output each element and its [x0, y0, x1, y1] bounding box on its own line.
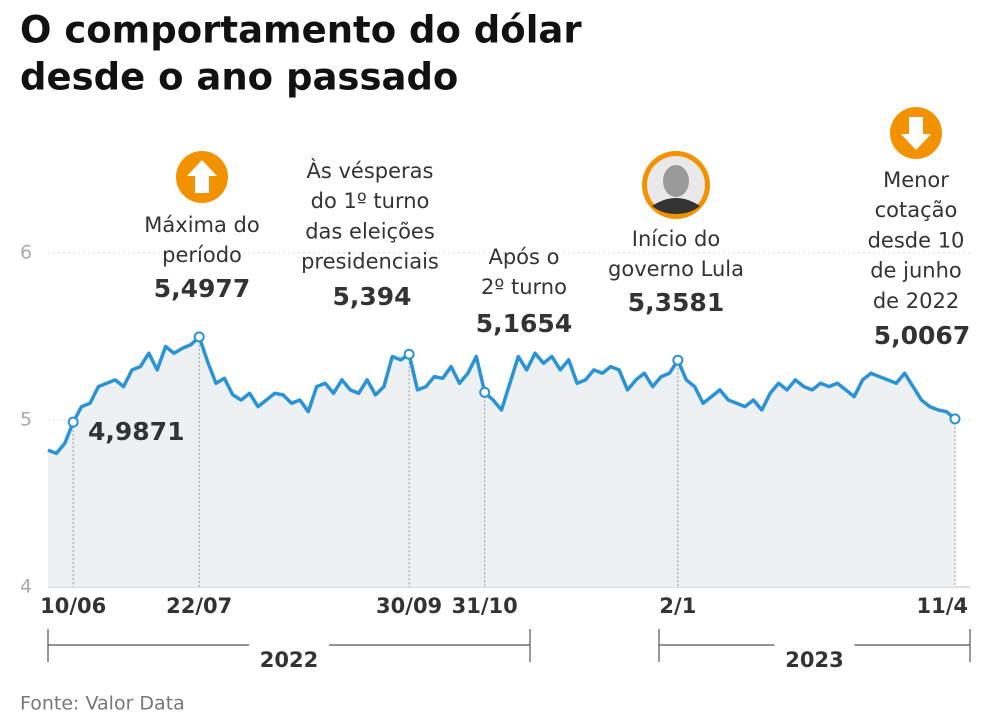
x-tick-label: 30/09 [376, 594, 442, 618]
year-label-bg [249, 632, 329, 660]
year-label: 2023 [785, 648, 843, 672]
annotation: das eleições [305, 219, 435, 243]
annotation: Após o [488, 245, 559, 269]
annotation: 2º turno [481, 275, 567, 299]
down-arrow-icon [890, 107, 942, 159]
portrait-icon [642, 151, 710, 219]
annotation: do 1º turno [311, 189, 430, 213]
value-label: 5,4977 [154, 274, 250, 303]
annotation: Início do [632, 227, 720, 251]
x-tick-label: 2/1 [659, 594, 696, 618]
annotation: período [162, 243, 242, 267]
annotation: cotação [875, 198, 958, 222]
annotation: Menor [883, 168, 949, 192]
chart-title: desde o ano passado [20, 56, 458, 99]
y-tick-label: 6 [20, 242, 32, 264]
point [479, 386, 491, 398]
x-tick-label: 10/06 [40, 594, 106, 618]
point [949, 413, 961, 425]
point [403, 348, 415, 360]
x-tick-label: 11/4 [916, 594, 968, 618]
annotation: desde 10 [868, 228, 965, 252]
annotation: governo Lula [608, 257, 744, 281]
year-label: 2022 [260, 648, 318, 672]
point [193, 331, 205, 343]
value-label: 5,1654 [476, 309, 572, 338]
y-tick-label: 4 [20, 576, 32, 598]
x-tick-label: 31/10 [452, 594, 518, 618]
source: Fonte: Valor Data [20, 693, 185, 715]
x-tick-label: 22/07 [166, 594, 232, 618]
chart-title: O comportamento do dólar [20, 9, 582, 52]
annotation: de 2022 [873, 289, 959, 313]
point [67, 416, 79, 428]
value-label: 5,394 [332, 282, 411, 311]
annotation: de junho [870, 259, 962, 283]
y-tick-label: 5 [20, 409, 32, 431]
value-label: 5,0067 [874, 321, 970, 350]
area [48, 336, 955, 587]
year-label-bg [774, 632, 855, 660]
annotation: Às vésperas [307, 158, 434, 183]
up-arrow-icon [176, 151, 228, 203]
point [672, 354, 684, 366]
annotation: presidenciais [301, 250, 439, 274]
value-label: 4,9871 [88, 417, 184, 446]
value-label: 5,3581 [628, 288, 724, 317]
annotation: Máxima do [144, 213, 259, 237]
